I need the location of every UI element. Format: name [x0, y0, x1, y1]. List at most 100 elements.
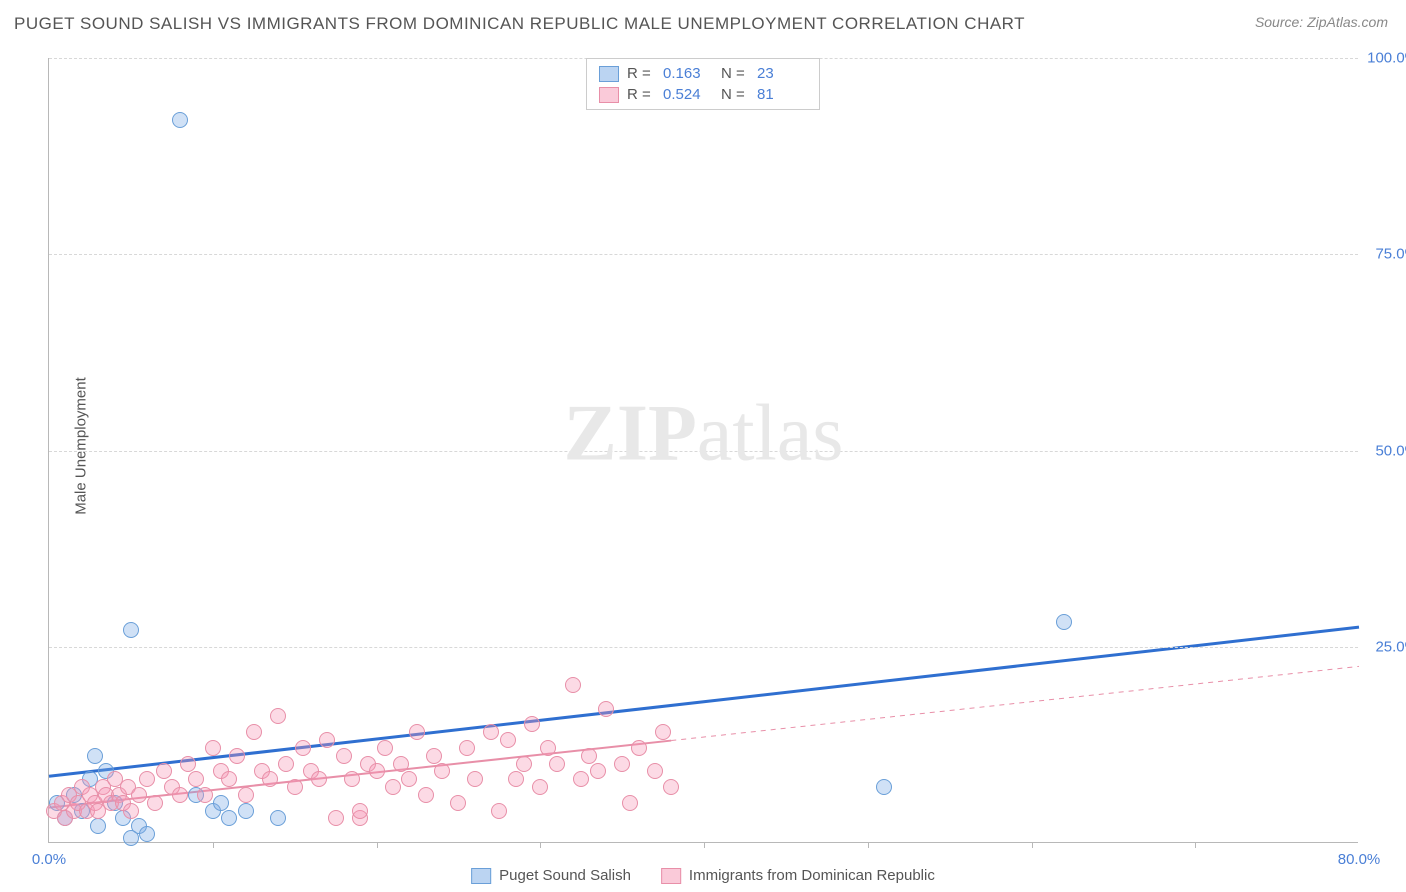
data-point: [385, 779, 401, 795]
plot-area: ZIPatlas 25.0%50.0%75.0%100.0%0.0%80.0%: [48, 58, 1358, 843]
legend-row-pink: R = 0.524 N = 81: [599, 84, 807, 105]
data-point: [172, 787, 188, 803]
data-point: [344, 771, 360, 787]
data-point: [508, 771, 524, 787]
data-point: [540, 740, 556, 756]
data-point: [426, 748, 442, 764]
legend-item-pink: Immigrants from Dominican Republic: [661, 867, 935, 884]
data-point: [238, 803, 254, 819]
data-point: [434, 763, 450, 779]
data-point: [229, 748, 245, 764]
source-label: Source: ZipAtlas.com: [1255, 14, 1388, 30]
x-tick-label: 80.0%: [1338, 851, 1381, 868]
gridline: [49, 451, 1358, 452]
data-point: [139, 826, 155, 842]
data-point: [139, 771, 155, 787]
data-point: [581, 748, 597, 764]
y-tick-label: 75.0%: [1375, 246, 1406, 263]
y-tick-label: 100.0%: [1367, 50, 1406, 67]
data-point: [573, 771, 589, 787]
data-point: [393, 756, 409, 772]
data-point: [131, 787, 147, 803]
data-point: [418, 787, 434, 803]
data-point: [590, 763, 606, 779]
data-point: [1056, 614, 1072, 630]
y-tick-label: 25.0%: [1375, 638, 1406, 655]
r-label: R =: [627, 86, 655, 103]
data-point: [598, 701, 614, 717]
x-minor-tick: [377, 842, 378, 848]
x-minor-tick: [213, 842, 214, 848]
data-point: [238, 787, 254, 803]
data-point: [352, 803, 368, 819]
data-point: [270, 810, 286, 826]
data-point: [565, 677, 581, 693]
x-minor-tick: [868, 842, 869, 848]
data-point: [369, 763, 385, 779]
data-point: [549, 756, 565, 772]
legend-swatch-pink: [661, 868, 681, 884]
data-point: [205, 740, 221, 756]
data-point: [483, 724, 499, 740]
data-point: [614, 756, 630, 772]
data-point: [246, 724, 262, 740]
data-point: [123, 803, 139, 819]
data-point: [459, 740, 475, 756]
n-value-pink: 81: [757, 86, 807, 103]
data-point: [467, 771, 483, 787]
data-point: [180, 756, 196, 772]
x-minor-tick: [540, 842, 541, 848]
legend-label-pink: Immigrants from Dominican Republic: [689, 867, 935, 884]
y-tick-label: 50.0%: [1375, 442, 1406, 459]
data-point: [319, 732, 335, 748]
data-point: [221, 810, 237, 826]
chart-title: PUGET SOUND SALISH VS IMMIGRANTS FROM DO…: [14, 14, 1025, 34]
legend-row-blue: R = 0.163 N = 23: [599, 63, 807, 84]
trend-line-dashed: [671, 666, 1359, 740]
data-point: [311, 771, 327, 787]
data-point: [90, 818, 106, 834]
data-point: [213, 795, 229, 811]
legend-swatch-blue: [471, 868, 491, 884]
data-point: [147, 795, 163, 811]
trend-line-solid: [49, 627, 1359, 776]
data-point: [532, 779, 548, 795]
data-point: [270, 708, 286, 724]
data-point: [655, 724, 671, 740]
data-point: [647, 763, 663, 779]
data-point: [516, 756, 532, 772]
n-value-blue: 23: [757, 65, 807, 82]
data-point: [524, 716, 540, 732]
data-point: [87, 748, 103, 764]
data-point: [197, 787, 213, 803]
r-value-pink: 0.524: [663, 86, 713, 103]
data-point: [631, 740, 647, 756]
data-point: [287, 779, 303, 795]
x-tick-label: 0.0%: [32, 851, 66, 868]
data-point: [401, 771, 417, 787]
series-legend: Puget Sound Salish Immigrants from Domin…: [471, 867, 935, 884]
n-label: N =: [721, 65, 749, 82]
legend-swatch-blue: [599, 66, 619, 82]
correlation-legend: R = 0.163 N = 23 R = 0.524 N = 81: [586, 58, 820, 110]
data-point: [123, 622, 139, 638]
data-point: [188, 771, 204, 787]
data-point: [295, 740, 311, 756]
data-point: [123, 830, 139, 846]
gridline: [49, 647, 1358, 648]
legend-swatch-pink: [599, 87, 619, 103]
data-point: [278, 756, 294, 772]
x-minor-tick: [1195, 842, 1196, 848]
data-point: [622, 795, 638, 811]
data-point: [262, 771, 278, 787]
data-point: [377, 740, 393, 756]
data-point: [500, 732, 516, 748]
data-point: [156, 763, 172, 779]
data-point: [450, 795, 466, 811]
data-point: [663, 779, 679, 795]
legend-item-blue: Puget Sound Salish: [471, 867, 631, 884]
data-point: [491, 803, 507, 819]
data-point: [336, 748, 352, 764]
gridline: [49, 254, 1358, 255]
x-minor-tick: [704, 842, 705, 848]
